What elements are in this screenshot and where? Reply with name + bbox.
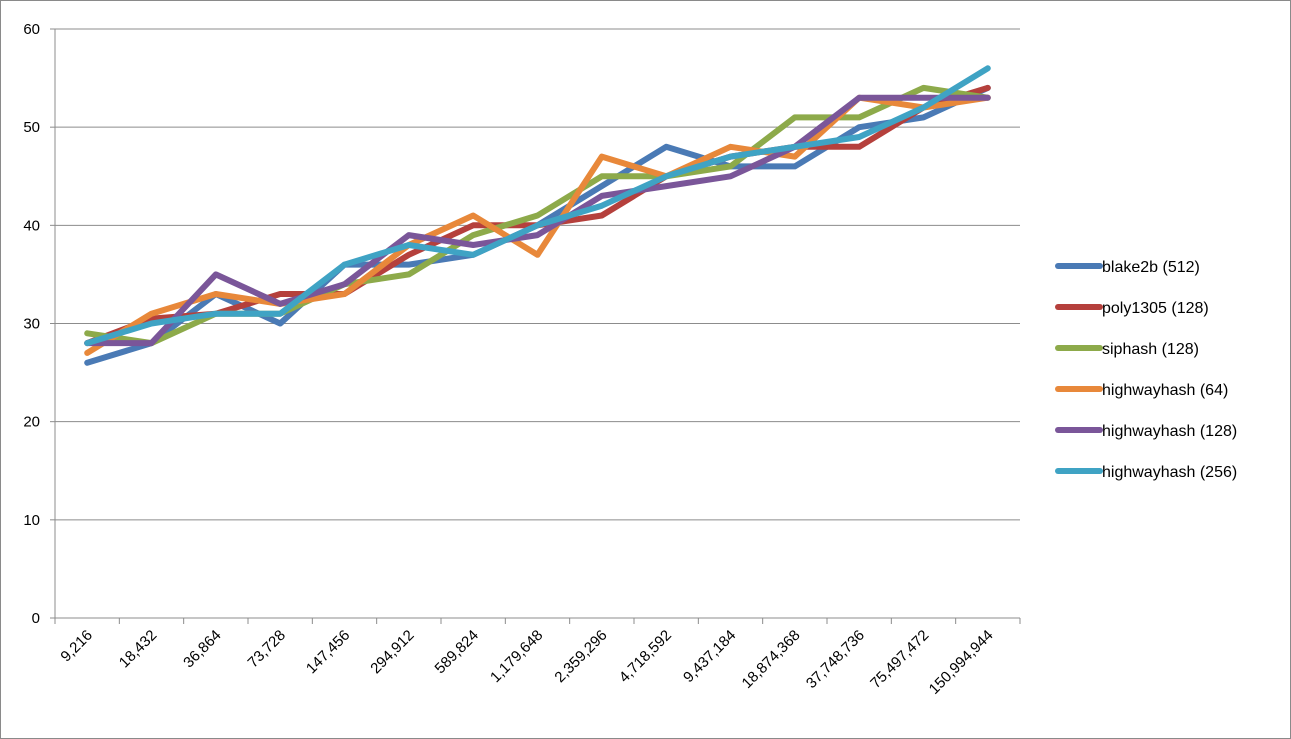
x-tick-label: 9,437,184 [680, 627, 739, 686]
x-tick-label: 2,359,296 [551, 627, 610, 686]
x-tick-label: 150,994,944 [926, 627, 997, 698]
x-tick-label: 73,728 [245, 627, 289, 671]
x-tick-label: 1,179,648 [487, 627, 546, 686]
series-line-5 [84, 65, 991, 347]
y-tick-label: 10 [23, 512, 40, 529]
x-tick-label: 9,216 [57, 627, 96, 666]
y-tick-labels: 0 10 20 30 40 50 60 [23, 21, 40, 627]
x-tick-label: 294,912 [367, 627, 417, 677]
x-tick-label: 36,864 [180, 627, 224, 671]
y-tick-label: 60 [23, 21, 40, 38]
series-line-2 [84, 84, 991, 347]
legend: blake2b (512) poly1305 (128) siphash (128)… [1055, 259, 1237, 481]
legend-label: blake2b (512) [1102, 259, 1200, 276]
x-tick-label: 18,432 [116, 627, 160, 671]
x-tick-label: 147,456 [303, 627, 353, 677]
y-tick-label: 20 [23, 414, 40, 431]
y-tick-label: 50 [23, 119, 40, 136]
legend-label: highwayhash (64) [1102, 382, 1228, 399]
x-tick-label: 589,824 [432, 627, 482, 677]
y-tick-label: 40 [23, 217, 40, 234]
legend-label: highwayhash (256) [1102, 464, 1237, 481]
legend-label: highwayhash (128) [1102, 423, 1237, 440]
x-tick-labels: 9,216 18,432 36,864 73,728 147,456 294,912 589… [57, 627, 996, 698]
axes [50, 28, 1021, 624]
y-tick-label: 30 [23, 316, 40, 333]
series-lines [84, 65, 991, 366]
x-tick-label: 75,497,472 [867, 627, 932, 692]
series-line-4 [84, 94, 991, 347]
x-tick-label: 18,874,368 [739, 627, 804, 692]
x-tick-label: 37,748,736 [803, 627, 868, 692]
grid [55, 28, 1020, 521]
x-tick-label: 4,718,592 [616, 627, 675, 686]
legend-label: siphash (128) [1102, 341, 1199, 358]
y-tick-label: 0 [32, 610, 40, 627]
legend-label: poly1305 (128) [1102, 300, 1209, 317]
